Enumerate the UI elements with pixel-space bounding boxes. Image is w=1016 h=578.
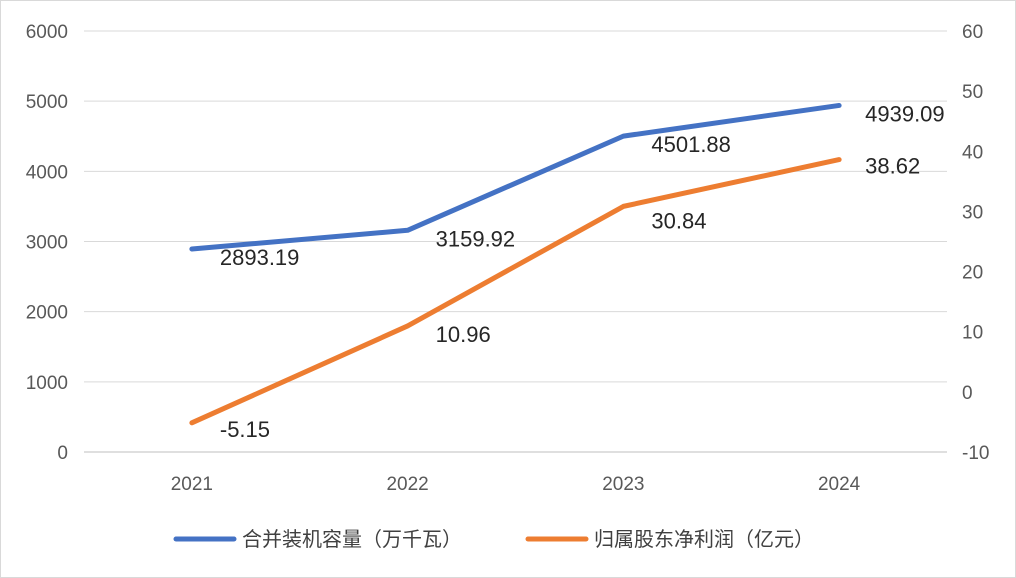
left-axis-tick-label: 4000 xyxy=(26,162,68,183)
left-axis-tick-label: 2000 xyxy=(26,303,68,324)
series-lines xyxy=(189,102,842,426)
series-line-1 xyxy=(189,102,842,252)
data-label: 38.62 xyxy=(865,154,920,179)
data-label: 4501.88 xyxy=(651,132,731,157)
data-label: 3159.92 xyxy=(436,226,516,251)
right-axis-tick-label: 40 xyxy=(962,142,983,163)
legend-label: 合并装机容量（万千瓦） xyxy=(242,527,462,551)
left-axis-tick-label: 6000 xyxy=(26,22,68,43)
left-axis-tick-label: 5000 xyxy=(26,92,68,113)
right-axis-tick-label: 30 xyxy=(962,202,983,223)
x-axis-tick-label: 2024 xyxy=(818,474,861,495)
legend: 合并装机容量（万千瓦） 归属股东净利润（亿元） xyxy=(173,527,814,551)
right-axis-ticks: -10 0 10 20 30 40 50 60 xyxy=(962,22,989,464)
legend-label: 归属股东净利润（亿元） xyxy=(594,527,814,551)
data-label: 2893.19 xyxy=(220,245,300,270)
left-axis-ticks: 0 1000 2000 3000 4000 5000 6000 xyxy=(26,22,68,464)
x-axis-tick-label: 2023 xyxy=(602,474,644,495)
right-axis-tick-label: 0 xyxy=(962,383,973,404)
left-axis-tick-label: 3000 xyxy=(26,233,68,254)
right-axis-tick-label: -10 xyxy=(962,443,989,464)
data-label: 4939.09 xyxy=(865,101,945,126)
x-axis-ticks: 2021 2022 2023 2024 xyxy=(171,474,861,495)
x-axis-tick-label: 2022 xyxy=(386,474,428,495)
left-axis-tick-label: 1000 xyxy=(26,373,68,394)
right-axis-tick-label: 60 xyxy=(962,22,983,43)
data-label: 30.84 xyxy=(651,208,706,233)
data-labels: 2893.19 3159.92 4501.88 4939.09 -5.15 10.96 30… xyxy=(220,101,945,441)
data-label: 10.96 xyxy=(436,322,491,347)
right-axis-tick-label: 10 xyxy=(962,323,983,344)
gridlines xyxy=(84,30,947,453)
left-axis-tick-label: 0 xyxy=(57,443,68,464)
series-line-2 xyxy=(189,157,842,426)
right-axis-tick-label: 20 xyxy=(962,263,983,284)
data-label: -5.15 xyxy=(220,417,270,442)
x-axis-tick-label: 2021 xyxy=(171,474,213,495)
right-axis-tick-label: 50 xyxy=(962,82,983,103)
